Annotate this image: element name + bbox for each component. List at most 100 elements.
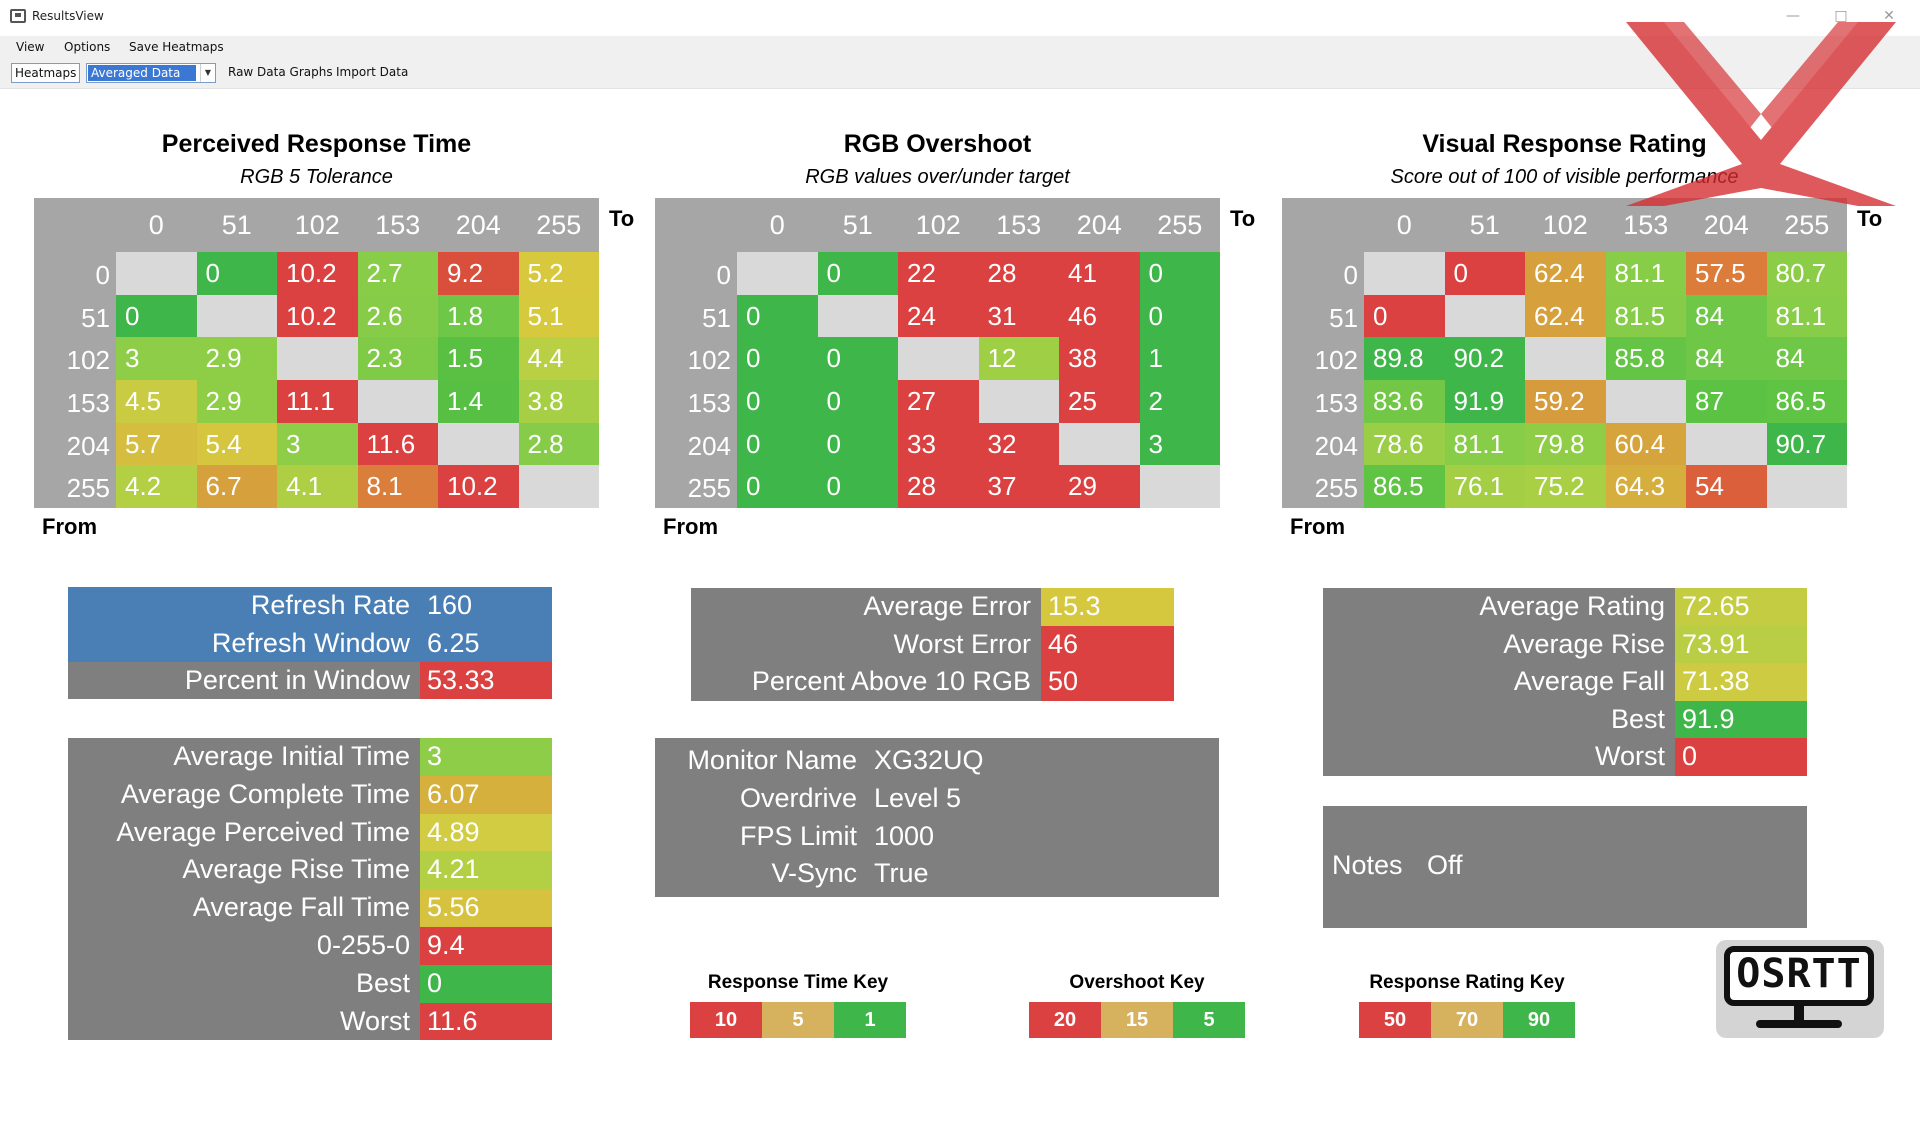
heatmap-cell [817,294,898,338]
key-cell: 5 [1173,1002,1245,1038]
heatmap-col-header: 0 [1396,210,1412,240]
heatmap-cell: 5.2 [518,252,599,295]
close-button[interactable]: ✕ [1883,8,1895,24]
time-panel-row: Average Initial Time 3 [68,738,552,776]
key-cell: 70 [1431,1002,1503,1038]
heatmap-cell: 4.5 [116,380,197,423]
error-panel-row: Average Error 15.3 [691,588,1174,626]
key-cell: 90 [1503,1002,1575,1038]
heatmap-row-header: 102 [66,345,110,376]
notes-value: Off [1427,850,1463,880]
rating-panel-row: Average Rise 73.91 [1323,625,1807,664]
heatmap-cell: 0 [1364,294,1445,338]
heatmap-col-header: 0 [148,210,164,240]
watermark-logo [1626,22,1896,206]
heatmap-row-header: 204 [66,430,110,461]
heatmap-title: RGB Overshoot [843,130,1032,158]
time-panel-row: Average Complete Time 6.07 [68,775,552,814]
heatmap-col-header: 255 [1784,210,1830,240]
heatmap-cell: 0 [817,337,898,380]
heatmap-cell: 24 [898,294,979,338]
time-panel-value: 3 [420,738,552,776]
monitor-base-icon [1756,1020,1842,1028]
time-panel-value: 9.4 [420,927,552,965]
heatmap-row-header: 102 [1314,345,1358,376]
heatmap-to-label: To [609,206,635,231]
refresh-panel-label: Percent in Window [184,665,410,695]
error-panel-row: Percent Above 10 RGB 50 [691,663,1174,701]
refresh-info-label: Refresh Rate [250,590,410,620]
monitor-stand-icon [1794,1006,1804,1020]
error-panel: Average Error 15.3 Worst Error 46 Percent Ab… [691,588,1174,701]
rating-panel-value: 0 [1675,738,1807,776]
monitor-panel-label: FPS Limit [739,820,857,851]
heatmap-cell: 0 [1444,252,1525,295]
heatmap-cell: 28 [898,465,979,508]
rating-panel-label: Average Fall [1513,666,1665,697]
time-panel-row: Best 0 [68,964,552,1003]
raw-data-graphs-button[interactable]: Raw Data Graphs [228,65,333,79]
heatmap-cell: 84 [1686,337,1767,380]
heatmap-cell: 38 [1059,337,1140,380]
time-panel-label: 0-255-0 [316,930,410,960]
refresh-info-value: 160 [427,590,473,620]
chevron-down-icon[interactable]: ▼ [200,64,215,82]
menu-options[interactable]: Options [64,40,111,54]
heatmap-grid: 0 51 102 153 204 255 0 0 22 28 41 0 51 0 24 31 46 0 102 0 0 1… [655,198,1220,508]
heatmap-cell: 2.6 [357,294,438,338]
heatmap-cell: 1.5 [438,337,519,380]
heatmap-col-header: 255 [1157,210,1203,240]
heatmap-cell: 79.8 [1525,422,1606,466]
import-data-button[interactable]: Import Data [336,65,409,79]
menu-view[interactable]: View [16,40,45,54]
time-panel-label: Average Initial Time [173,741,410,771]
heatmap-to-label: To [1857,206,1883,231]
heatmap-grid: 0 51 102 153 204 255 0 0 62.4 81.1 57.5 80.7 51 0 62.4… [1282,198,1847,508]
heatmap-cell: 81.5 [1605,294,1686,338]
heatmap-row-header: 153 [1314,388,1358,418]
heatmap-col-header: 204 [1076,210,1122,240]
heatmap-cell: 0 [1139,294,1220,338]
heatmap-cell: 59.2 [1525,380,1606,423]
heatmap-col-header: 102 [294,210,340,240]
heatmap-cell [1139,465,1220,508]
maximize-button[interactable]: □ [1834,8,1848,24]
rating-panel-value: 91.9 [1675,700,1807,739]
refresh-info-row: Refresh Rate 160 [68,587,552,624]
heatmap-cell: 10.2 [438,465,519,508]
heatmap-cell: 81.1 [1766,294,1847,338]
heatmap-cell: 22 [898,252,979,295]
heatmap-cell: 78.6 [1364,422,1445,466]
heatmap-cell: 31 [978,294,1059,338]
heatmap-cell: 76.1 [1444,465,1525,508]
refresh-info-row: Refresh Window 6.25 [68,625,552,662]
rating-panel-label: Average Rating [1479,591,1665,621]
monitor-panel-row: V-Sync True [655,855,1219,893]
heatmap-subtitle: RGB 5 Tolerance [240,166,393,188]
heatmap-cell: 4.2 [116,465,197,508]
heatmap-cell: 1.8 [438,294,519,338]
heatmap-cell: 64.3 [1605,465,1686,508]
app-icon [10,9,26,23]
heatmap-cell [1444,294,1525,338]
heatmaps-button[interactable]: Heatmaps [11,63,81,83]
heatmap-col-header: 153 [1623,210,1669,240]
heatmap-cell: 10.2 [277,252,358,295]
minimize-button[interactable]: — [1786,8,1800,24]
heatmap-cell: 29 [1059,465,1140,508]
heatmap-subtitle: RGB values over/under target [805,166,1070,188]
heatmap-cell: 3 [116,337,197,380]
error-panel-label: Percent Above 10 RGB [751,666,1031,696]
monitor-panel-label: V-Sync [771,858,857,889]
key-cell: 5 [762,1002,834,1038]
heatmap-col-header: 51 [842,210,873,240]
data-view-select[interactable]: Averaged Data ▼ [86,63,216,83]
heatmap-cell: 84 [1766,337,1847,380]
menu-save-heatmaps[interactable]: Save Heatmaps [129,40,224,54]
heatmap-cell: 5.1 [518,294,599,338]
heatmap-cell: 5.4 [196,422,277,466]
heatmap-cell: 46 [1059,294,1140,338]
heatmap-row-header: 0 [1343,260,1358,290]
heatmap-cell: 60.4 [1605,422,1686,466]
monitor-panel-value: True [874,858,929,889]
